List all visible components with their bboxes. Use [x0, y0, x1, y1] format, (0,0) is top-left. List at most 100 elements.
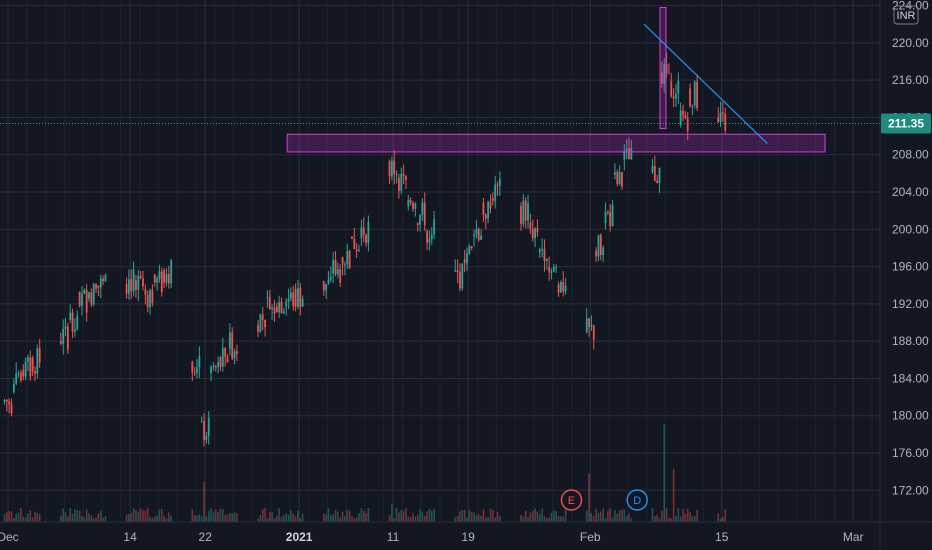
candle-body	[658, 167, 661, 184]
volume-bar	[261, 509, 264, 522]
volume-bar	[24, 517, 27, 522]
volume-bar	[219, 508, 222, 522]
candle-body	[496, 184, 499, 186]
currency-badge	[893, 5, 919, 25]
candle-body	[365, 234, 367, 243]
volume-bar	[614, 510, 616, 522]
candle-body	[8, 401, 11, 405]
volume-bar	[407, 516, 410, 522]
volume-bar	[433, 509, 435, 522]
volume-bar	[330, 515, 332, 522]
candle-body	[689, 88, 691, 107]
x-tick-label: Feb	[580, 530, 601, 544]
candle-body	[233, 351, 236, 359]
candle-body	[3, 400, 6, 402]
candle-body	[557, 284, 560, 293]
volume-bar	[156, 515, 158, 522]
volume-bar	[607, 511, 609, 522]
candle-body	[158, 271, 161, 279]
volume-bar	[550, 512, 553, 522]
candle-body	[543, 248, 546, 261]
candle-body	[426, 230, 428, 243]
volume-bar	[585, 510, 588, 522]
candle-body	[390, 160, 393, 177]
candle-body	[628, 148, 630, 160]
volume-bar	[205, 516, 208, 522]
candle-body	[719, 112, 722, 122]
candle-body	[351, 236, 353, 239]
candle-body	[259, 314, 262, 332]
candle-body	[367, 222, 370, 243]
volume-bar	[299, 517, 302, 522]
volume-bar	[717, 513, 720, 522]
y-tick-label: 204.00	[892, 185, 929, 199]
volume-bar	[31, 517, 34, 522]
volume-bar	[337, 511, 339, 522]
y-tick-label: 180.00	[892, 409, 929, 423]
candle-body	[456, 270, 459, 273]
dividend-marker[interactable]: D	[626, 489, 648, 511]
candle-body	[461, 264, 464, 289]
candle-body	[5, 400, 8, 402]
volume-bar	[459, 511, 461, 522]
volume-bar	[20, 507, 22, 522]
candle-body	[128, 279, 130, 294]
volume-bar	[71, 513, 74, 522]
volume-bar	[198, 514, 201, 522]
candle-body	[555, 266, 558, 268]
volume-bar	[297, 510, 299, 522]
candle-body	[675, 93, 677, 99]
candle-body	[219, 357, 222, 367]
candle-body	[130, 279, 133, 292]
volume-bar	[346, 509, 349, 522]
candle-body	[85, 289, 88, 313]
volume-bar	[520, 514, 522, 522]
breakout-box	[659, 6, 667, 130]
dividend-marker-circle	[626, 489, 648, 511]
volume-bar	[412, 513, 414, 522]
candle-body	[606, 211, 609, 213]
volume-bar	[686, 508, 689, 522]
earnings-marker[interactable]: E	[560, 489, 583, 511]
candle-body	[597, 234, 600, 257]
volume-bar	[294, 516, 297, 522]
volume-bar	[466, 517, 468, 522]
volume-bar	[564, 507, 567, 522]
volume-bar	[456, 515, 459, 522]
candle-body	[226, 356, 229, 363]
candle-body	[360, 227, 363, 239]
candle-body	[135, 280, 137, 290]
candle-body	[660, 72, 663, 84]
volume-bar	[543, 516, 546, 522]
volume-bar	[402, 511, 405, 522]
candle-body	[355, 249, 358, 251]
candle-body	[388, 161, 391, 177]
y-tick-label: 184.00	[892, 371, 929, 385]
volume-bar	[137, 511, 140, 522]
volume-bar	[3, 513, 6, 522]
candle-body	[362, 227, 365, 235]
volume-bar	[494, 517, 496, 522]
candle-body	[534, 228, 536, 239]
candle-body	[160, 271, 163, 292]
volume-bar	[214, 509, 217, 522]
volume-bar	[332, 514, 334, 522]
volume-bar	[696, 509, 698, 522]
volume-bar	[151, 518, 154, 522]
volume-bar	[393, 518, 396, 522]
candle-body	[520, 205, 522, 224]
candle-body	[104, 274, 107, 282]
candle-body	[217, 362, 220, 368]
candle-body	[64, 326, 67, 330]
candle-body	[682, 110, 684, 116]
candle-body	[653, 165, 656, 181]
candle-body	[463, 259, 466, 264]
candle-body	[393, 160, 396, 174]
candle-body	[541, 248, 544, 250]
volume-bar	[327, 508, 330, 522]
volume-bar	[668, 518, 670, 522]
drawings[interactable]	[0, 6, 880, 153]
candle-body	[656, 180, 659, 184]
